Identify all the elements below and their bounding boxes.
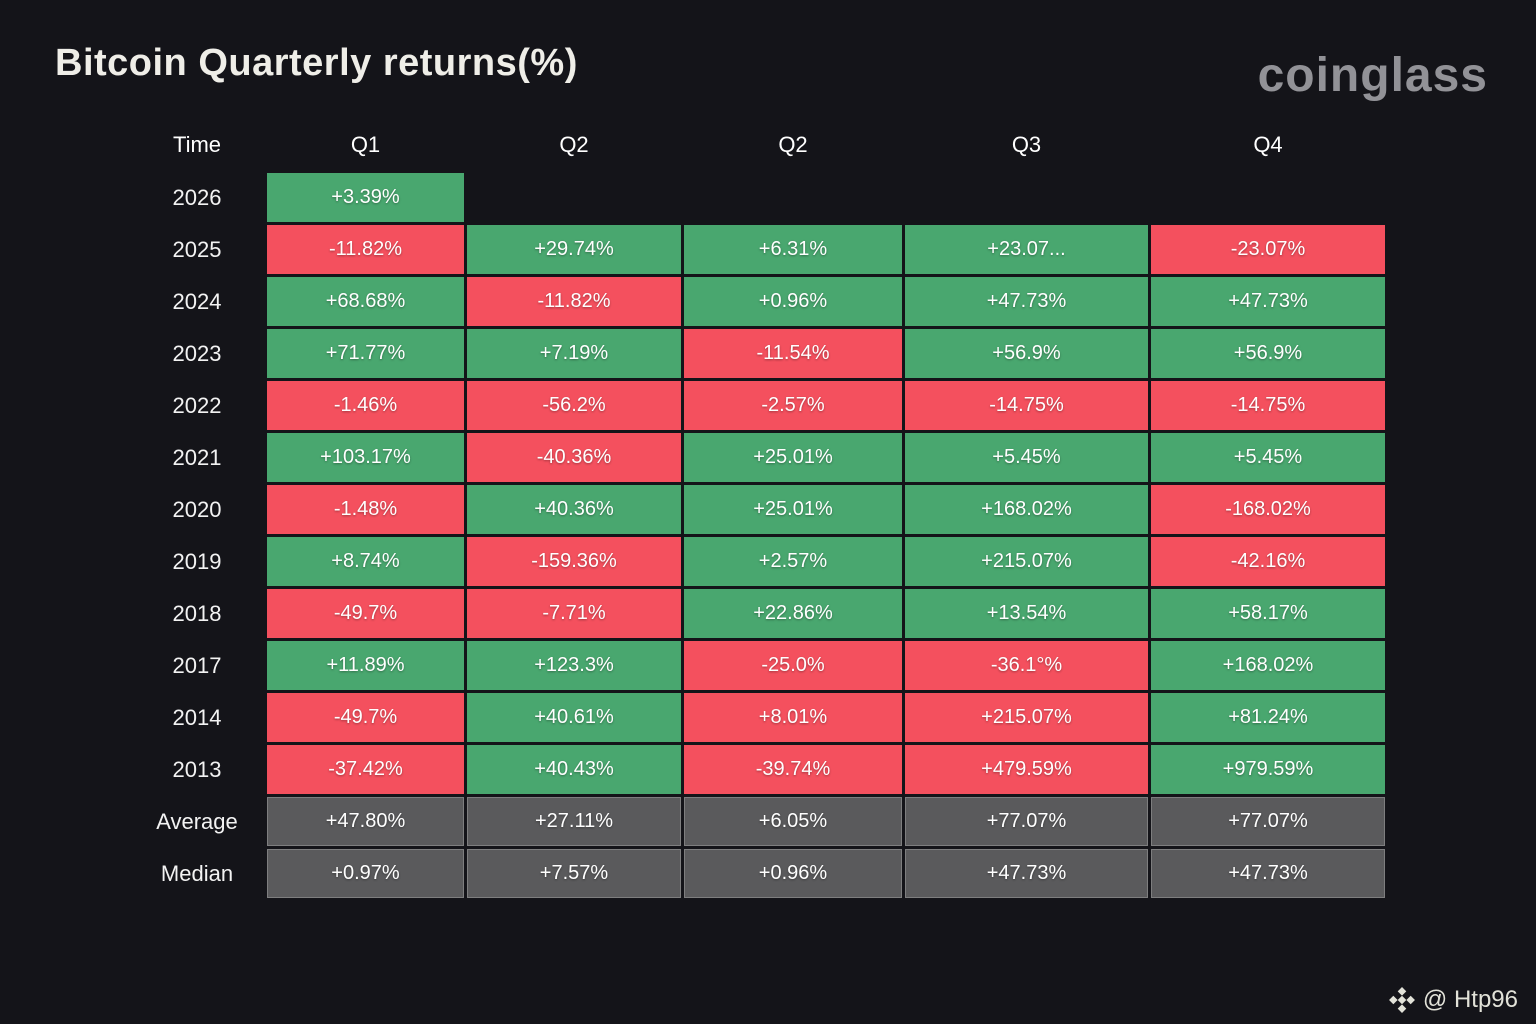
row-label-2024: 2024	[172, 288, 222, 314]
table-cell-2022-col2: -56.2%	[467, 381, 681, 430]
row-label-2020: 2020	[172, 496, 222, 522]
table-cell-2017-col4: -36.1°%	[905, 641, 1148, 690]
table-cell-2020-col1: -1.48%	[267, 485, 464, 534]
column-header-q2-2: Q2	[559, 132, 589, 157]
row-label-2021: 2021	[172, 444, 222, 470]
table-cell-2014-col3: +8.01%	[684, 693, 902, 742]
table-cell-average-col2: +27.11%	[467, 797, 681, 846]
column-header-q4-5: Q4	[1253, 132, 1283, 157]
table-cell-2018-col1: -49.7%	[267, 589, 464, 638]
table-cell-2017-col1: +11.89%	[267, 641, 464, 690]
table-cell-2023-col5: +56.9%	[1151, 329, 1385, 378]
row-label-2023: 2023	[172, 340, 222, 366]
quarterly-returns-table: Time Q1 Q2 Q2 Q3 Q4 2026 +3.39% 2025 -11.82% +29.7…	[130, 121, 1403, 898]
watermark-handle: @ Htp96	[1422, 986, 1518, 1013]
table-cell-average-col1: +47.80%	[267, 797, 464, 846]
table-cell-2019-col5: -42.16%	[1151, 537, 1385, 586]
table-cell-2018-col3: +22.86%	[684, 589, 902, 638]
table-cell-2020-col2: +40.36%	[467, 485, 681, 534]
table-cell-2018-col2: -7.71%	[467, 589, 681, 638]
table-cell-2023-col3: -11.54%	[684, 329, 902, 378]
column-header-q1-1: Q1	[350, 132, 381, 157]
table-cell-2017-col3: -25.0%	[684, 641, 902, 690]
table-cell-2014-col1: -49.7%	[267, 693, 464, 742]
coinglass-logo: coinglass	[1257, 49, 1488, 102]
table-cell-median-col1: +0.97%	[267, 849, 464, 898]
table-cell-2021-col1: +103.17%	[267, 433, 464, 482]
table-cell-average-col4: +77.07%	[905, 797, 1148, 846]
table-cell-2020-col5: -168.02%	[1151, 485, 1385, 534]
table-cell-2020-col4: +168.02%	[905, 485, 1148, 534]
table-cell-2025-col4: +23.07...	[905, 225, 1148, 274]
binance-logo-icon	[1388, 987, 1415, 1013]
table-cell-2014-col4: +215.07%	[905, 693, 1148, 742]
row-label-2014: 2014	[172, 704, 222, 730]
row-label-2018: 2018	[172, 600, 222, 626]
row-label-2019: 2019	[172, 548, 222, 574]
table-cell-empty-2026-col4	[905, 173, 1148, 222]
table-cell-2013-col4: +479.59%	[905, 745, 1148, 794]
table-cell-2017-col5: +168.02%	[1151, 641, 1385, 690]
table-cell-2013-col5: +979.59%	[1151, 745, 1385, 794]
table-cell-2013-col2: +40.43%	[467, 745, 681, 794]
table-cell-2025-col2: +29.74%	[467, 225, 681, 274]
row-label-2013: 2013	[172, 756, 222, 782]
table-cell-2018-col5: +58.17%	[1151, 589, 1385, 638]
table-cell-2023-col2: +7.19%	[467, 329, 681, 378]
column-header-q2-3: Q2	[778, 132, 808, 157]
table-cell-2019-col1: +8.74%	[267, 537, 464, 586]
column-header-time-0: Time	[172, 132, 222, 157]
table-cell-2022-col3: -2.57%	[684, 381, 902, 430]
table-cell-2021-col4: +5.45%	[905, 433, 1148, 482]
page-title: Bitcoin Quarterly returns(%)	[55, 42, 578, 84]
table-cell-median-col2: +7.57%	[467, 849, 681, 898]
table-cell-2019-col2: -159.36%	[467, 537, 681, 586]
table-cell-2022-col4: -14.75%	[905, 381, 1148, 430]
row-label-2026: 2026	[172, 184, 222, 210]
table-cell-2024-col2: -11.82%	[467, 277, 681, 326]
table-cell-2020-col3: +25.01%	[684, 485, 902, 534]
table-cell-2014-col2: +40.61%	[467, 693, 681, 742]
table-cell-2022-col5: -14.75%	[1151, 381, 1385, 430]
table-cell-2023-col4: +56.9%	[905, 329, 1148, 378]
table-cell-2018-col4: +13.54%	[905, 589, 1148, 638]
table-cell-average-col3: +6.05%	[684, 797, 902, 846]
table-cell-empty-2026-col2	[467, 173, 681, 222]
table-cell-2026-col1: +3.39%	[267, 173, 464, 222]
table-cell-2013-col1: -37.42%	[267, 745, 464, 794]
row-label-median: Median	[160, 860, 234, 886]
table-cell-empty-2026-col5	[1151, 173, 1385, 222]
table-cell-2017-col2: +123.3%	[467, 641, 681, 690]
table-cell-2025-col5: -23.07%	[1151, 225, 1385, 274]
table-cell-2021-col5: +5.45%	[1151, 433, 1385, 482]
row-label-average: Average	[156, 808, 238, 834]
row-label-2017: 2017	[172, 652, 222, 678]
table-cell-2013-col3: -39.74%	[684, 745, 902, 794]
table-cell-median-col4: +47.73%	[905, 849, 1148, 898]
table-cell-2024-col4: +47.73%	[905, 277, 1148, 326]
table-cell-2014-col5: +81.24%	[1151, 693, 1385, 742]
table-cell-2019-col4: +215.07%	[905, 537, 1148, 586]
row-label-2025: 2025	[172, 236, 222, 262]
table-cell-2025-col3: +6.31%	[684, 225, 902, 274]
table-cell-2024-col5: +47.73%	[1151, 277, 1385, 326]
table-cell-2019-col3: +2.57%	[684, 537, 902, 586]
table-cell-2025-col1: -11.82%	[267, 225, 464, 274]
row-label-2022: 2022	[172, 392, 222, 418]
table-cell-2023-col1: +71.77%	[267, 329, 464, 378]
table-cell-median-col3: +0.96%	[684, 849, 902, 898]
column-header-q3-4: Q3	[1011, 132, 1042, 157]
table-cell-2024-col1: +68.68%	[267, 277, 464, 326]
table-cell-2024-col3: +0.96%	[684, 277, 902, 326]
table-cell-2021-col2: -40.36%	[467, 433, 681, 482]
table-cell-average-col5: +77.07%	[1151, 797, 1385, 846]
table-cell-empty-2026-col3	[684, 173, 902, 222]
table-cell-median-col5: +47.73%	[1151, 849, 1385, 898]
table-cell-2022-col1: -1.46%	[267, 381, 464, 430]
watermark: @ Htp96	[1388, 986, 1518, 1014]
table-cell-2021-col3: +25.01%	[684, 433, 902, 482]
